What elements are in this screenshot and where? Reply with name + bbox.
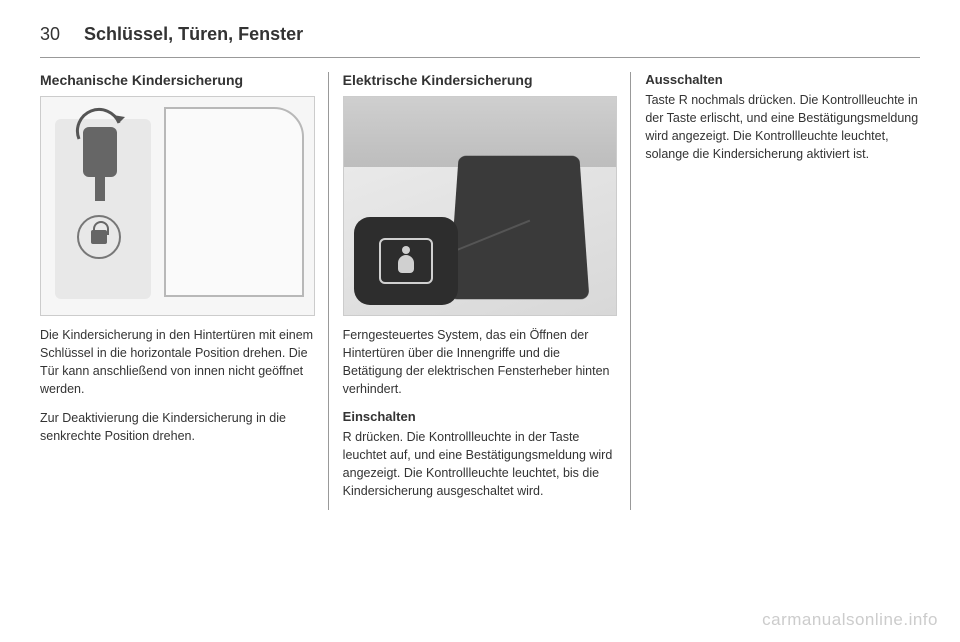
key-icon	[83, 127, 117, 177]
col3-paragraph-1: Taste R nochmals drücken. Die Kontrollle…	[645, 91, 920, 164]
lock-badge-icon	[77, 215, 121, 259]
col1-paragraph-2: Zur Deaktivierung die Kinder­sicherung i…	[40, 409, 315, 445]
watermark: carmanualsonline.info	[762, 610, 938, 630]
col1-paragraph-1: Die Kindersicherung in den Hintertü­ren …	[40, 326, 315, 399]
header-rule	[40, 57, 920, 58]
figure-mechanical-child-lock	[40, 96, 315, 316]
child-icon	[394, 246, 418, 276]
button-callout	[354, 217, 458, 305]
col3-sub-ausschalten: Ausschalten	[645, 72, 920, 87]
manual-page: 30 Schlüssel, Türen, Fenster Mechanische…	[0, 0, 960, 642]
figure-electric-child-lock	[343, 96, 618, 316]
chapter-title: Schlüssel, Türen, Fenster	[84, 24, 303, 45]
door-outline	[164, 107, 304, 297]
column-3: Ausschalten Taste R nochmals drücken. Di…	[631, 72, 920, 510]
col2-sub-einschalten: Einschalten	[343, 409, 618, 424]
col1-heading: Mechanische Kindersicherung	[40, 72, 315, 88]
figure-elec-art	[344, 97, 617, 315]
column-1: Mechanische Kindersicherung Die K	[40, 72, 329, 510]
page-number: 30	[40, 24, 60, 45]
col2-paragraph-2: R drücken. Die Kontrollleuchte in der Ta…	[343, 428, 618, 501]
col2-paragraph-1: Ferngesteuertes System, das ein Öffnen d…	[343, 326, 618, 399]
child-lock-button-icon	[379, 238, 433, 284]
page-header: 30 Schlüssel, Türen, Fenster	[40, 24, 920, 45]
content-columns: Mechanische Kindersicherung Die K	[40, 72, 920, 510]
col2-heading: Elektrische Kindersicherung	[343, 72, 618, 88]
figure-mech-art	[41, 97, 314, 315]
column-2: Elektrische Kindersicherung Ferngesteuer…	[329, 72, 632, 510]
lock-icon	[91, 230, 107, 244]
center-console-shape	[448, 156, 589, 300]
key-stem	[95, 175, 105, 201]
